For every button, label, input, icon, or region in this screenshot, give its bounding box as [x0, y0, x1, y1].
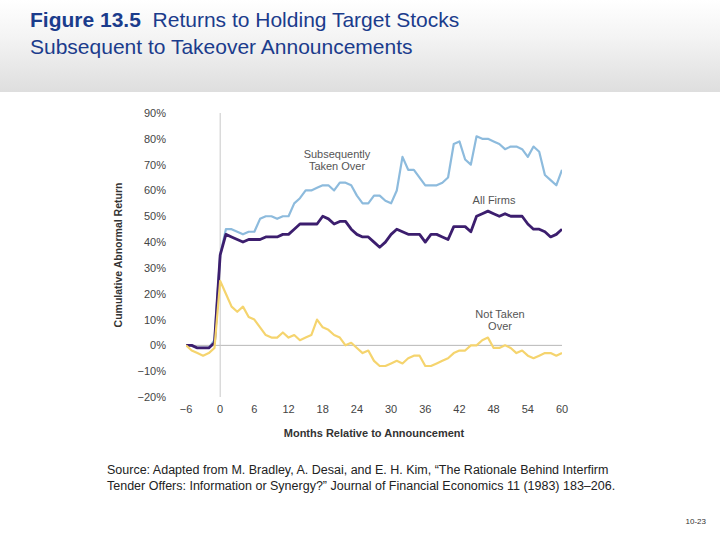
- series-line: [186, 211, 562, 348]
- figure-label: Figure 13.5: [30, 8, 141, 31]
- x-axis-title: Months Relative to Announcement: [284, 427, 465, 439]
- series-label-line: Taken Over: [309, 160, 366, 172]
- y-tick-label: −10%: [138, 365, 167, 377]
- x-tick-label: 18: [317, 403, 329, 415]
- series-group: [186, 136, 562, 366]
- series-label-line: Not Taken: [475, 308, 524, 320]
- source: Source: Adapted from M. Bradley, A. Desa…: [107, 462, 637, 494]
- x-tick-label: 12: [282, 403, 294, 415]
- y-tick-label: 60%: [144, 184, 166, 196]
- x-tick-label: 30: [385, 403, 397, 415]
- x-tick-label: 54: [522, 403, 534, 415]
- series-label-line: Over: [488, 320, 512, 332]
- title: Figure 13.5 Returns to Holding Target St…: [30, 8, 459, 32]
- x-tick-label: 24: [351, 403, 363, 415]
- slide: {"chart_data": { "type": "line", "figure…: [0, 0, 720, 540]
- y-tick-label: 30%: [144, 262, 166, 274]
- y-tick-label: 0%: [150, 339, 166, 351]
- subtitle: Subsequent to Takeover Announcements: [30, 35, 413, 59]
- title-text: Returns to Holding Target Stocks: [153, 8, 460, 31]
- x-tick-label: 60: [556, 403, 568, 415]
- x-tick-label: −6: [180, 403, 193, 415]
- y-tick-label: 80%: [144, 133, 166, 145]
- x-tick-label: 48: [488, 403, 500, 415]
- y-axis-title: Cumulative Abnormal Return: [112, 183, 124, 328]
- series-line: [186, 281, 562, 366]
- series-label-line: Subsequently: [304, 148, 371, 160]
- y-tick-label: −20%: [138, 391, 167, 403]
- y-tick-label: 10%: [144, 314, 166, 326]
- series-label: All Firms: [473, 194, 516, 206]
- chart: −20% −10% 0% 10% 20% 30% 40% 50% 60% 70% 80% 90% −6 0…: [0, 0, 720, 540]
- y-tick-label: 70%: [144, 159, 166, 171]
- y-tick-label: 50%: [144, 210, 166, 222]
- x-tick-label: 42: [453, 403, 465, 415]
- series-label: SubsequentlyTaken Over: [304, 148, 371, 172]
- page-number: 10-23: [686, 517, 706, 526]
- y-tick-label: 90%: [144, 107, 166, 119]
- series-label-line: All Firms: [473, 194, 516, 206]
- x-tick-label: 0: [217, 403, 223, 415]
- x-tick-label: 36: [419, 403, 431, 415]
- x-tick-label: 6: [251, 403, 257, 415]
- y-tick-label: 20%: [144, 288, 166, 300]
- y-tick-label: 40%: [144, 236, 166, 248]
- series-label: Not TakenOver: [475, 308, 524, 332]
- series-line: [186, 136, 562, 348]
